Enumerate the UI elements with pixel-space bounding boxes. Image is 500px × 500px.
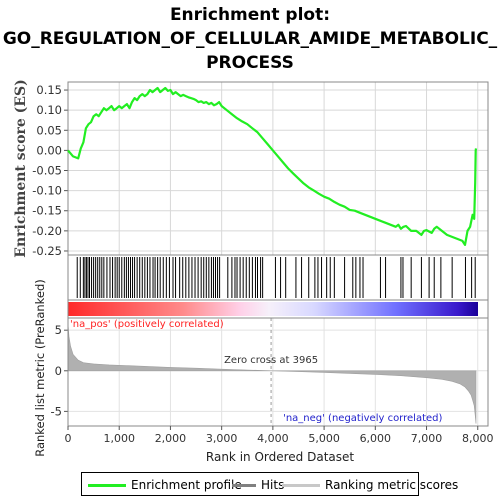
es-ytick-label: 0.15 [36,83,62,97]
legend-item-ranking-metric: Ranking metric scores [282,477,458,493]
xtick-label: 6,000 [360,432,392,445]
es-ytick-label: -0.10 [32,184,62,198]
xtick-label: 3,000 [206,432,238,445]
xtick-label: 4,000 [257,432,289,445]
es-ytick-label: 0.00 [36,143,62,157]
xtick-label: 2,000 [155,432,187,445]
pos-correlated-label: 'na_pos' (positively correlated) [70,319,224,330]
metric-ytick-label: 0 [55,364,62,378]
chart-title-line-2: GO_REGULATION_OF_CELLULAR_AMIDE_METABOLI… [2,29,498,49]
legend-label-enrichment: Enrichment profile [131,478,242,492]
xtick-label: 1,000 [103,432,135,445]
metric-ytick-label: 5 [55,323,62,337]
xtick-label: 7,000 [411,432,443,445]
chart-title-line-1: Enrichment plot: [169,5,331,25]
xtick-label: 5,000 [308,432,340,445]
es-ytick-label: -0.20 [32,224,62,238]
es-ytick-label: -0.15 [32,204,62,218]
xtick-label: 0 [65,432,72,445]
ranking-metric-area [67,323,477,424]
hits-panel-frame [67,254,489,301]
xtick-label: 8,000 [462,432,494,445]
es-ytick-label: -0.05 [32,164,62,178]
chart-title-line-3: PROCESS [206,53,294,73]
rank-color-bar [68,302,478,316]
es-ytick-label: -0.25 [32,244,62,258]
neg-correlated-label: 'na_neg' (negatively correlated) [283,413,442,424]
es-ytick-label: 0.10 [36,103,62,117]
es-panel-bg [68,82,488,255]
legend-swatch-hits [232,484,256,487]
enrichment-profile-line [67,86,478,246]
legend-item-enrichment-profile: Enrichment profile [88,477,242,493]
legend-swatch-ranking [282,484,320,487]
es-ylabel: Enrichment score (ES) [13,79,29,257]
legend-label-hits: Hits [261,478,285,492]
metric-ylabel: Ranked list metric (PreRanked) [33,279,47,457]
x-axis-label: Rank in Ordered Dataset [206,450,354,464]
legend-item-hits: Hits [232,477,284,493]
metric-panel-frame [67,317,489,427]
legend: Enrichment profile Hits Ranking metric s… [81,472,458,496]
legend-label-ranking: Ranking metric scores [325,478,459,492]
zero-cross-label: Zero cross at 3965 [224,355,318,366]
legend-swatch-enrichment [88,484,126,487]
es-ytick-label: 0.05 [36,123,62,137]
metric-ytick-label: -5 [51,404,62,418]
